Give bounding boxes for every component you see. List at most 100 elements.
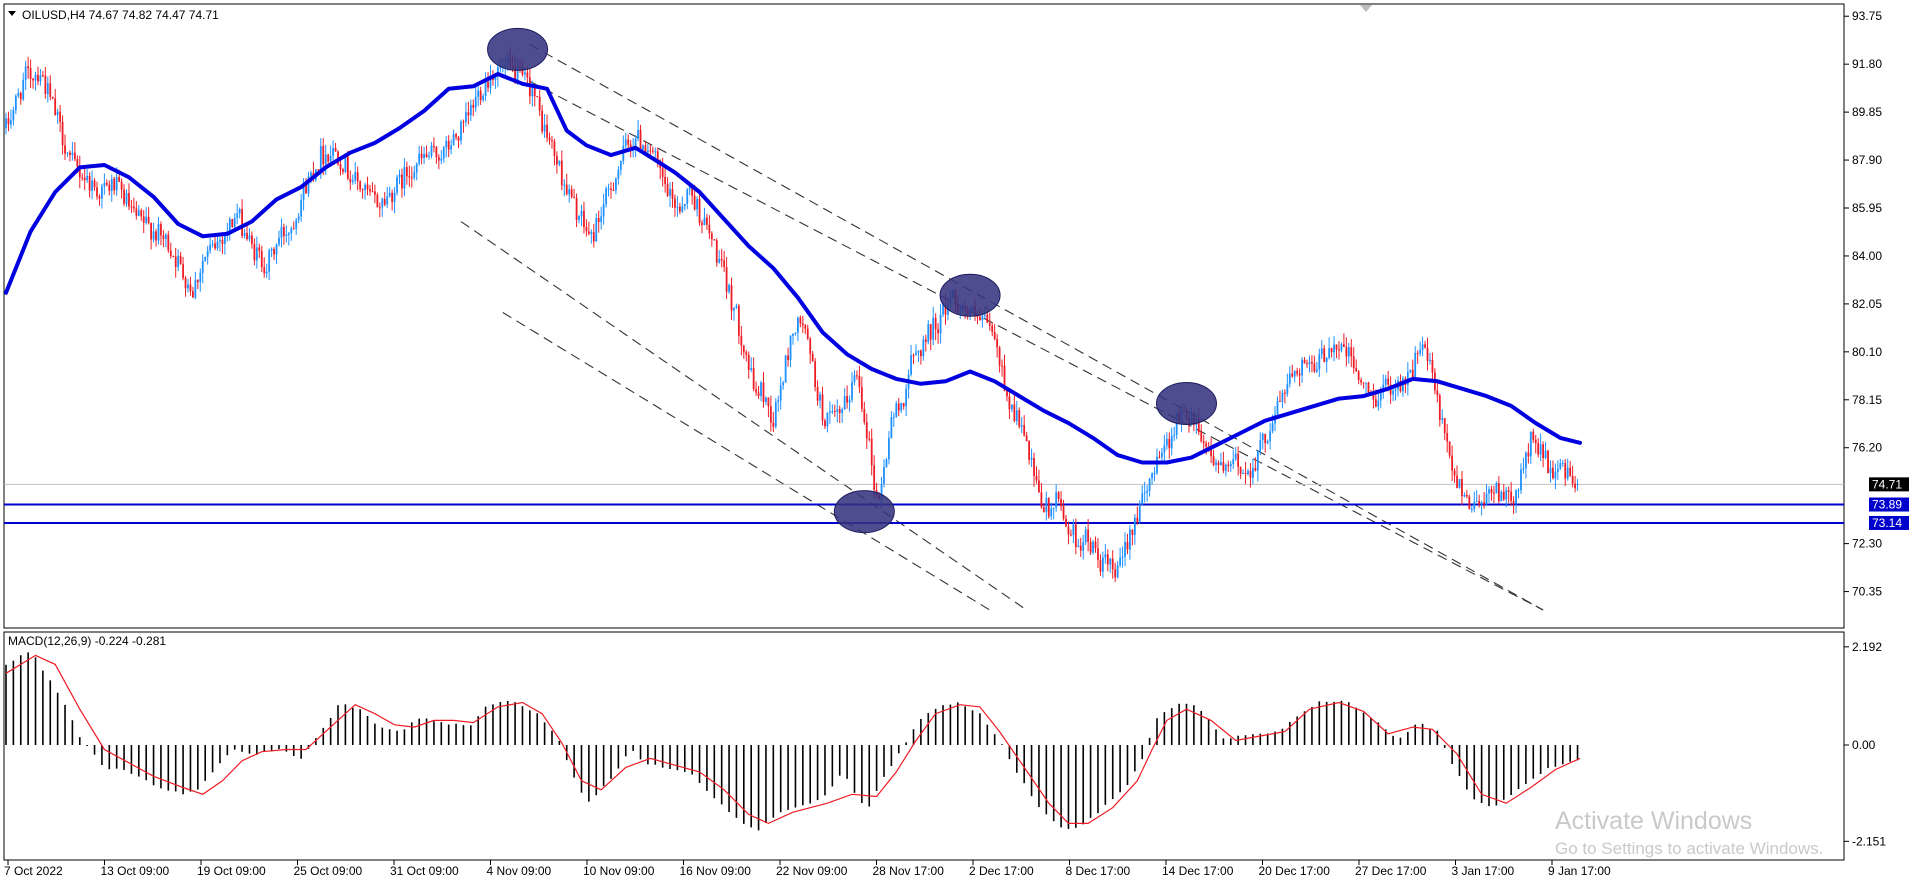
candle-body — [113, 178, 116, 191]
candle — [733, 307, 735, 321]
candle — [1244, 461, 1247, 484]
candle — [1502, 483, 1505, 501]
candle — [706, 213, 708, 230]
candle-body — [895, 403, 898, 417]
dropdown-triangle-icon[interactable] — [8, 11, 16, 16]
candle-body — [1119, 557, 1121, 566]
candle — [745, 349, 748, 362]
candle-body — [61, 121, 64, 146]
candle-body — [378, 207, 381, 209]
candle — [152, 222, 155, 243]
swing-ellipse-3 — [939, 273, 1001, 317]
candle — [597, 210, 600, 233]
candle — [1200, 424, 1203, 443]
candle — [568, 184, 571, 203]
candle — [1473, 491, 1476, 513]
candle — [164, 233, 167, 248]
horizontal-levels — [4, 483, 1844, 524]
candle — [993, 324, 996, 341]
candle — [86, 169, 89, 183]
channel-line-3 — [460, 221, 1027, 611]
candle-body — [1288, 373, 1291, 384]
candle-body — [789, 335, 792, 361]
candle-body — [209, 244, 212, 251]
candle-body — [383, 198, 386, 205]
candle — [1101, 551, 1104, 578]
candle — [919, 349, 922, 365]
candle — [1079, 537, 1082, 557]
candle-body — [231, 218, 234, 227]
candle-body — [1318, 354, 1321, 370]
candle-body — [548, 137, 551, 141]
candle — [996, 333, 999, 358]
macd-pane[interactable]: 2.192 0.00 -2.151 MACD(12,26,9) -0.224 -0.… — [3, 631, 1886, 861]
price-tick-label: 85.95 — [1852, 201, 1882, 215]
candle — [789, 335, 792, 367]
candle-body — [1197, 419, 1200, 433]
candle-body — [346, 156, 349, 179]
candle-body — [988, 322, 991, 326]
candle — [1237, 446, 1240, 476]
candle-body — [442, 147, 445, 159]
candle-body — [556, 155, 558, 165]
candle-body — [607, 188, 610, 190]
candle — [233, 213, 236, 231]
candle — [605, 186, 607, 208]
price-pane[interactable]: 93.75 91.80 89.85 87.90 85.95 84.00 82.05 80.10… — [3, 3, 1909, 629]
time-tick-label: 9 Jan 17:00 — [1548, 864, 1611, 878]
candle-body — [742, 345, 745, 353]
candle-body — [873, 465, 876, 491]
candle — [558, 160, 561, 167]
candle-body — [1426, 347, 1429, 361]
candle — [1357, 369, 1360, 385]
candle-body — [661, 168, 664, 177]
candle — [1279, 390, 1281, 402]
macd-pane-frame — [3, 631, 1845, 861]
candle — [398, 169, 401, 185]
candle-body — [1456, 475, 1458, 488]
candle — [445, 136, 448, 158]
candle-body — [573, 196, 576, 198]
candle-body — [725, 267, 728, 292]
candle-body — [1468, 496, 1471, 510]
candle — [1524, 451, 1527, 479]
candle-body — [538, 96, 541, 111]
candle-body — [757, 392, 760, 396]
candle — [64, 134, 66, 161]
candle-body — [524, 72, 526, 75]
candle — [868, 431, 871, 442]
candle-body — [1161, 452, 1163, 458]
candle-body — [651, 150, 654, 152]
candle — [1124, 532, 1126, 567]
price-label-current: 74.71 — [1869, 477, 1909, 492]
candle-body — [1394, 389, 1397, 391]
candle — [157, 216, 160, 245]
candle-body — [1517, 490, 1520, 492]
candle — [467, 101, 470, 125]
candle-body — [1148, 478, 1151, 491]
candle-body — [440, 158, 443, 161]
candle-body — [78, 166, 81, 178]
macd-axis: 2.192 0.00 -2.151 — [1844, 640, 1886, 848]
candle-body — [1003, 365, 1006, 391]
candle-body — [605, 188, 607, 205]
candle — [418, 145, 421, 166]
candle — [1308, 355, 1311, 373]
candle — [932, 306, 935, 346]
candle-body — [1010, 404, 1013, 410]
candle-body — [98, 196, 101, 199]
candle — [1092, 539, 1094, 555]
candle-body — [332, 148, 334, 156]
candle-body — [1360, 379, 1363, 383]
candle-body — [1495, 482, 1498, 494]
candle-body — [1212, 456, 1215, 465]
time-tick-label: 31 Oct 09:00 — [390, 864, 459, 878]
shift-marker-icon[interactable] — [1360, 5, 1372, 12]
candle-body — [937, 329, 940, 334]
candle-body — [184, 277, 187, 289]
candle — [410, 166, 413, 188]
candle-body — [730, 285, 733, 311]
candle — [1320, 339, 1323, 359]
candle-body — [1301, 359, 1303, 376]
